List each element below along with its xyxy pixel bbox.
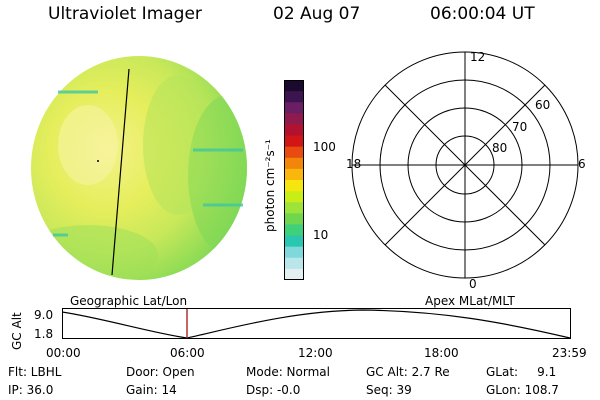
instrument-title: Ultraviolet Imager	[48, 4, 202, 24]
gc-alt-axis-label: GC Alt	[10, 312, 24, 350]
gain-status: Gain: 14	[126, 383, 177, 397]
polar-mlt-plot	[351, 51, 579, 279]
colorbar-segment	[284, 268, 304, 280]
mlat-label-80: 80	[492, 141, 508, 155]
mlt-label-0: 0	[469, 277, 477, 291]
colorbar-segment	[284, 91, 304, 103]
geographic-label: Geographic Lat/Lon	[70, 294, 188, 308]
time-tick-1200: 12:00	[298, 346, 333, 360]
colorbar-segment	[284, 235, 304, 248]
colorbar-segment	[284, 102, 304, 114]
colorbar-segment	[284, 113, 304, 125]
colorbar-segment	[284, 135, 304, 148]
colorbar-segment	[284, 202, 304, 214]
door-status: Door: Open	[126, 365, 195, 379]
dsp-status: Dsp: -0.0	[246, 383, 301, 397]
mlat-label-70: 70	[512, 120, 528, 134]
colorbar-segment	[284, 246, 304, 259]
colorbar-segment	[284, 124, 304, 137]
time-tick-2359: 23:59	[552, 346, 587, 360]
colorbar	[284, 80, 304, 280]
time-tick-1800: 18:00	[424, 346, 459, 360]
colorbar-segment	[284, 168, 304, 181]
colorbar-segment	[284, 146, 304, 159]
apex-label: Apex MLat/MLT	[425, 294, 515, 308]
colorbar-segment	[284, 213, 304, 225]
filter-status: Flt: LBHL	[8, 365, 62, 379]
colorbar-unit-label: photon cm⁻²s⁻¹	[263, 139, 277, 232]
colorbar-tick-100: 100	[313, 140, 336, 154]
mlt-label-6: 6	[578, 157, 586, 171]
gc-alt-status: GC Alt: 2.7 Re	[366, 365, 450, 379]
date-label: 02 Aug 07	[273, 4, 361, 24]
colorbar-tick-10: 10	[313, 228, 329, 242]
time-label: 06:00:04 UT	[430, 4, 535, 24]
time-tick-0600: 06:00	[170, 346, 205, 360]
mlat-label-60: 60	[535, 98, 551, 112]
colorbar-segment	[284, 257, 304, 270]
colorbar-segment	[284, 191, 304, 203]
gc-alt-min: 1.8	[34, 327, 54, 341]
uv-image-disk	[31, 56, 247, 280]
colorbar-segment	[284, 80, 304, 92]
mode-status: Mode: Normal	[246, 365, 330, 379]
glon-status: GLon: 108.7	[486, 383, 559, 397]
gc-alt-max: 9.0	[34, 308, 54, 322]
colorbar-segment	[284, 157, 304, 170]
seq-status: Seq: 39	[366, 383, 412, 397]
glat-status: GLat: 9.1	[486, 365, 557, 379]
mlt-label-12: 12	[470, 50, 486, 64]
colorbar-segment	[284, 180, 304, 192]
ip-status: IP: 36.0	[8, 383, 54, 397]
mlt-label-18: 18	[346, 157, 362, 171]
colorbar-segment	[284, 224, 304, 237]
time-tick-0000: 00:00	[46, 346, 81, 360]
altitude-timeline	[62, 308, 571, 339]
